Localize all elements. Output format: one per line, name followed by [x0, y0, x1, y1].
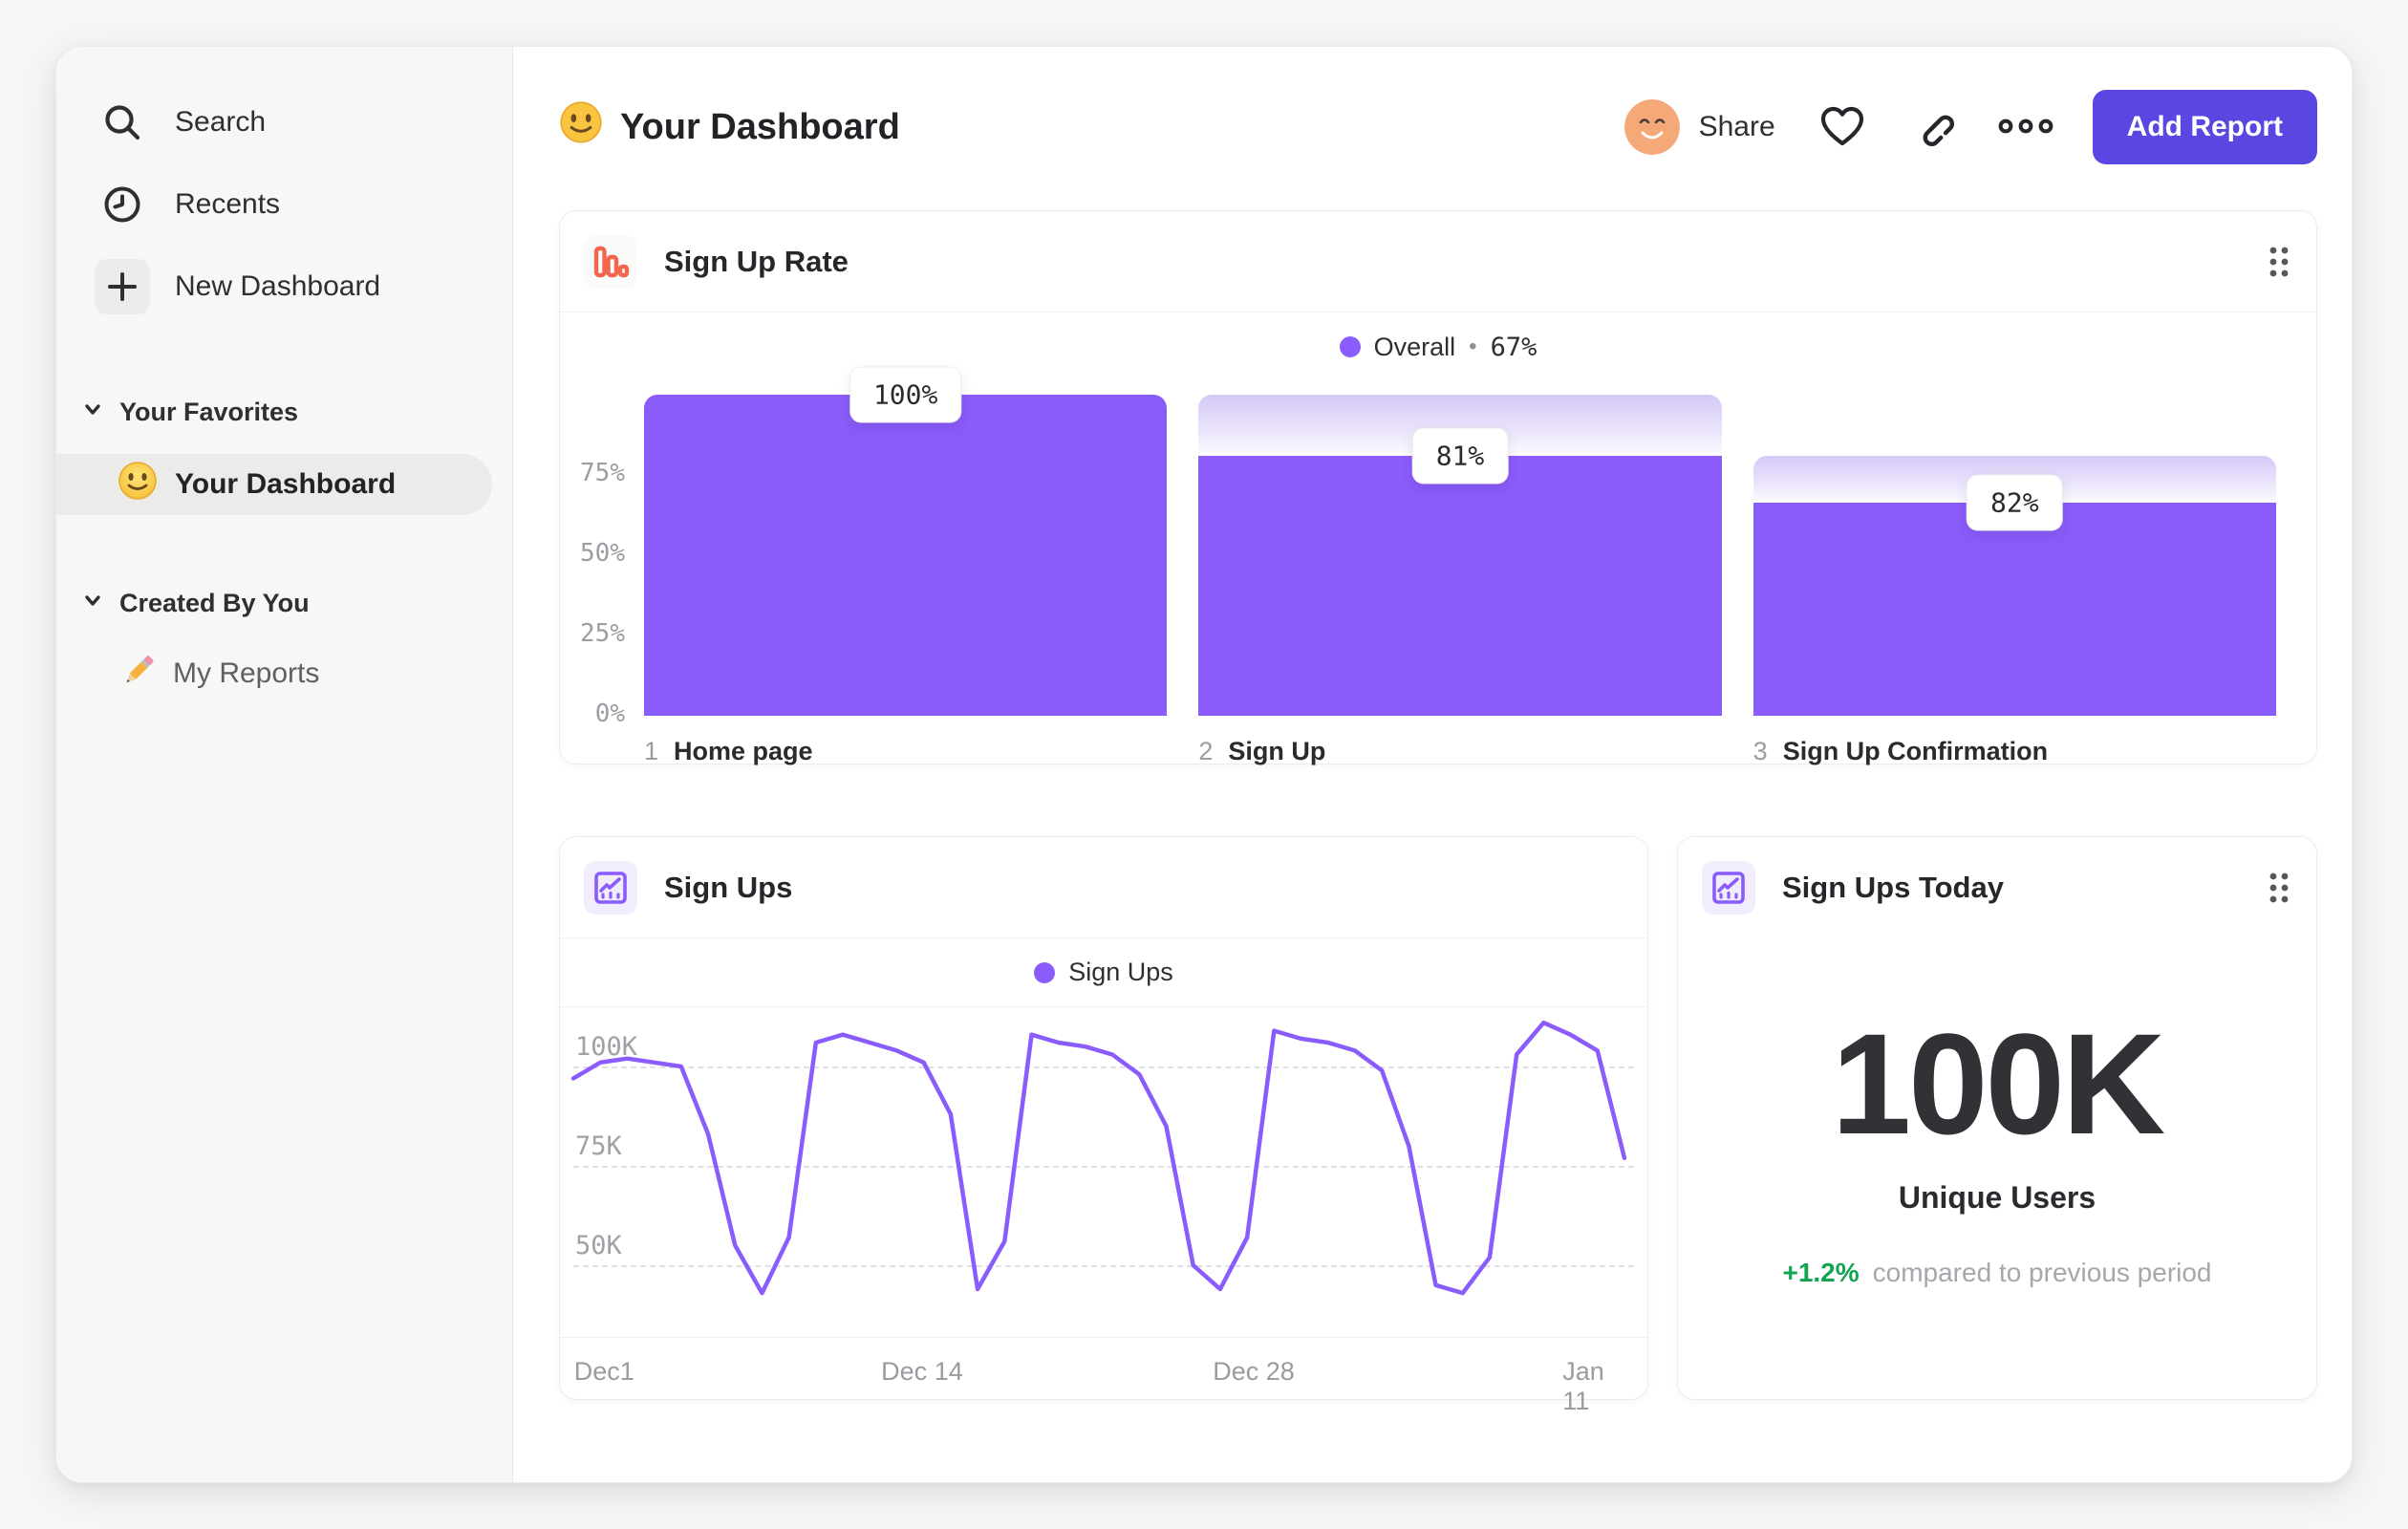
step-number: 1 — [644, 737, 659, 765]
gridline — [573, 1066, 1634, 1068]
sign-up-rate-card: Sign Up Rate Overall • 67% 75% 50% 25% 0% 10… — [559, 210, 2317, 766]
funnel-bars-icon — [584, 234, 637, 289]
sign-ups-card: Sign Ups Sign Ups 100K 75K 50K Dec1 Dec 14 D… — [559, 836, 1648, 1415]
line-x-tick: Jan 11 — [1562, 1357, 1604, 1415]
smiley-emoji — [559, 100, 603, 154]
favorite-heart-button[interactable] — [1817, 102, 1867, 152]
step-name: Home page — [674, 737, 813, 765]
sidebar: Search Recents New Dashboard Your Favori… — [56, 47, 513, 1482]
delta-value: +1.2% — [1782, 1257, 1860, 1287]
copy-link-button[interactable] — [1909, 102, 1959, 152]
sidebar-item-label: Recents — [175, 188, 281, 220]
funnel-step-labels: 1 Home page 2 Sign Up 3 Sign Up Confirmation — [644, 737, 2276, 766]
conversion-chip: 100% — [849, 366, 962, 423]
legend-dot — [1339, 336, 1361, 357]
more-options-button[interactable] — [1998, 102, 2053, 152]
funnel-bar-converted-segment — [1198, 455, 1722, 716]
step-name: Sign Up — [1228, 737, 1326, 765]
step-number: 2 — [1198, 737, 1214, 765]
funnel-bar-sign-up[interactable]: 81% — [1198, 395, 1722, 716]
line-y-tick: 50K — [575, 1231, 622, 1260]
line-legend: Sign Ups — [560, 938, 1647, 1007]
dashboard-header: Your Dashboard Share — [559, 87, 2317, 167]
line-x-axis: Dec1 Dec 14 Dec 28 Jan 11 — [560, 1337, 1647, 1415]
stat-value: 100K — [1831, 1002, 2166, 1164]
funnel-y-tick: 0% — [594, 700, 625, 728]
clock-icon — [95, 177, 150, 232]
drag-handle-icon[interactable] — [2268, 872, 2290, 904]
funnel-bar-home-page[interactable]: 100% — [644, 366, 1168, 716]
sidebar-section-your-favorites[interactable]: Your Favorites — [56, 381, 512, 442]
stat-delta-row: +1.2% compared to previous period — [1782, 1258, 2211, 1288]
funnel-bar-converted-segment — [644, 395, 1168, 716]
sidebar-item-my-reports[interactable]: My Reports — [56, 643, 512, 704]
card-header: Sign Ups Today — [1678, 837, 2316, 938]
smiley-emoji — [118, 461, 158, 508]
header-actions: Share Add Report — [1623, 90, 2317, 164]
sign-ups-line-series — [570, 1020, 1627, 1296]
chevron-down-icon — [81, 398, 104, 427]
funnel-y-tick: 25% — [580, 619, 625, 648]
funnel-bar-sign-up-confirmation[interactable]: 82% — [1752, 395, 2276, 716]
step-name: Sign Up Confirmation — [1782, 737, 2049, 765]
heart-icon — [1819, 105, 1865, 150]
share-button[interactable]: Share — [1623, 99, 1775, 155]
legend-dot — [1034, 961, 1056, 983]
line-y-tick: 75K — [575, 1131, 622, 1161]
sidebar-section-created-by-you[interactable]: Created By You — [56, 572, 512, 634]
chevron-down-icon — [81, 589, 104, 618]
gridline — [573, 1265, 1634, 1267]
plus-icon — [95, 259, 150, 314]
line-plot: 100K 75K 50K — [560, 1007, 1647, 1337]
app-window: Search Recents New Dashboard Your Favori… — [55, 46, 2353, 1483]
line-x-tick: Dec 14 — [881, 1357, 963, 1386]
search-icon — [95, 95, 150, 150]
sidebar-item-label: New Dashboard — [175, 270, 381, 302]
line-x-tick: Dec1 — [573, 1357, 634, 1386]
card-title: Sign Ups — [664, 870, 793, 904]
bottom-card-row: Sign Ups Sign Ups 100K 75K 50K Dec1 Dec 14 D… — [559, 836, 2317, 1415]
card-title: Sign Up Rate — [664, 244, 849, 278]
card-header: Sign Ups — [560, 837, 1647, 938]
funnel-y-tick: 75% — [580, 459, 625, 487]
sidebar-item-recents[interactable]: Recents — [56, 163, 512, 246]
conversion-chip: 82% — [1967, 474, 2063, 531]
card-header: Sign Up Rate — [560, 211, 2316, 312]
step-number: 3 — [1752, 737, 1768, 765]
link-icon — [1912, 104, 1956, 151]
drag-handle-icon[interactable] — [2268, 246, 2290, 278]
sidebar-item-search[interactable]: Search — [56, 81, 512, 163]
sidebar-item-label: Search — [175, 106, 267, 138]
funnel-plot: 75% 50% 25% 0% 100% 81% 82% — [580, 366, 2276, 728]
avatar[interactable] — [1623, 99, 1680, 155]
ellipsis-icon — [1997, 117, 2054, 139]
page-title: Your Dashboard — [559, 100, 900, 154]
delta-caption: compared to previous period — [1872, 1257, 2212, 1287]
funnel-legend: Overall • 67% — [560, 312, 2316, 381]
card-title: Sign Ups Today — [1782, 871, 2004, 904]
funnel-step-label: 3 Sign Up Confirmation — [1753, 737, 2276, 766]
stat-label: Unique Users — [1898, 1179, 2096, 1215]
funnel-step-label: 1 Home page — [644, 737, 1167, 766]
conversion-chip: 81% — [1411, 427, 1509, 485]
pencil-emoji — [119, 651, 158, 697]
sidebar-item-your-dashboard-active[interactable]: Your Dashboard — [56, 454, 492, 515]
stat-body: 100K Unique Users +1.2% compared to prev… — [1678, 900, 2316, 1399]
line-chart-icon — [1702, 861, 1755, 915]
add-report-button[interactable]: Add Report — [2092, 90, 2317, 164]
funnel-bar-converted-segment — [1752, 502, 2276, 716]
main-content: Your Dashboard Share — [513, 47, 2352, 1482]
funnel-y-tick: 50% — [580, 539, 625, 568]
line-x-tick: Dec 28 — [1213, 1357, 1295, 1386]
gridline — [573, 1166, 1634, 1168]
overall-conversion-value: 67% — [1490, 332, 1537, 362]
funnel-step-label: 2 Sign Up — [1198, 737, 1721, 766]
line-chart-icon — [584, 860, 637, 915]
sign-ups-today-card: Sign Ups Today 100K Unique Users +1.2% c… — [1677, 836, 2317, 1400]
sidebar-item-new-dashboard[interactable]: New Dashboard — [56, 246, 512, 328]
